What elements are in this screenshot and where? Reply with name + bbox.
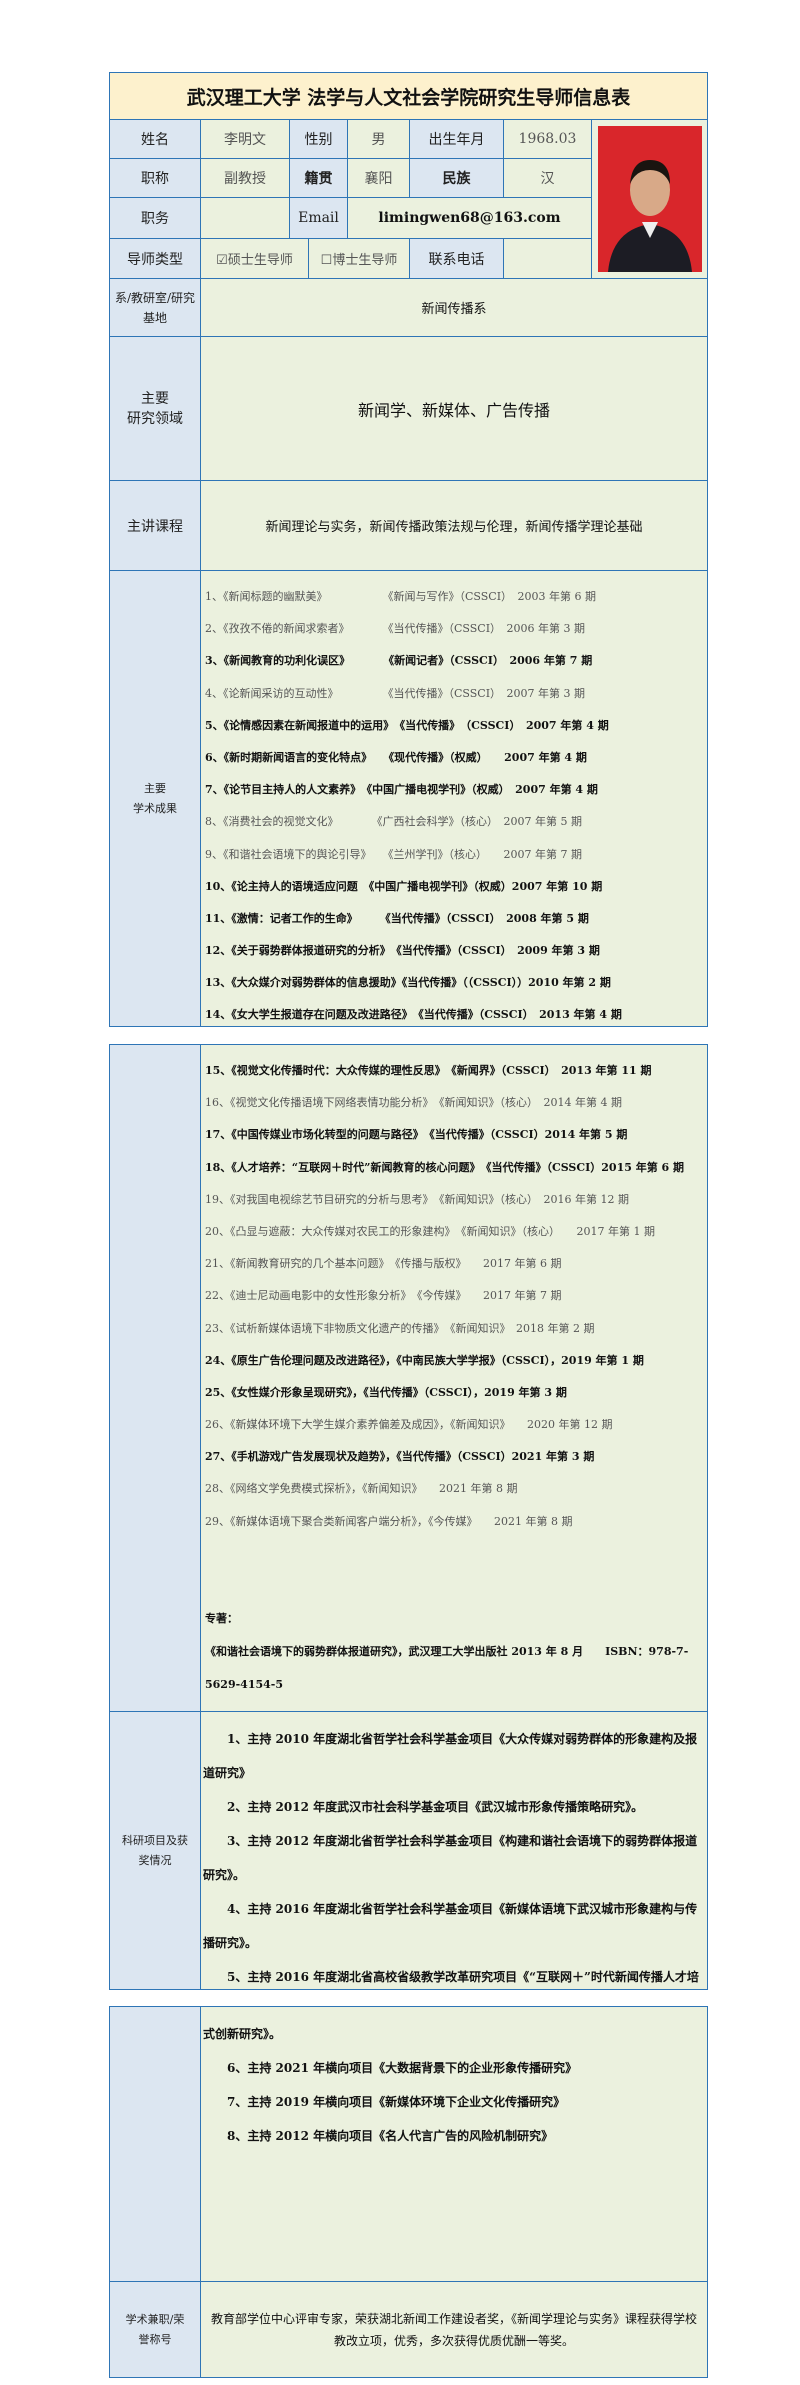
publication-item: 11、《激情：记者工作的生命》 《当代传播》（CSSCI） 2008 年第 5 … <box>205 911 589 925</box>
value: ☑硕士生导师 <box>200 238 309 279</box>
publication-item: 4、《论新闻采访的互动性》 《当代传播》（CSSCI） 2007 年第 3 期 <box>205 686 586 700</box>
label: 主要 学术成果 <box>109 570 201 1027</box>
value: 新闻传播系 <box>200 278 708 337</box>
project-item: 6、主持 2021 年横向项目《大数据背景下的企业形象传播研究》 <box>227 2061 578 2075</box>
value: 教育部学位中心评审专家，荣获湖北新闻工作建设者奖，《新闻学理论与实务》课程获得学… <box>200 2281 708 2378</box>
publication-item: 12、《关于弱势群体报道研究的分析》 《当代传播》（CSSCI） 2009 年第… <box>205 944 600 958</box>
publication-list: 15、《视觉文化传播时代：大众传媒的理性反思》 《新闻界》（CSSCI） 201… <box>200 1044 708 1712</box>
project-list: 式创新研究》。 6、主持 2021 年横向项目《大数据背景下的企业形象传播研究》… <box>200 2006 708 2282</box>
label-line: 学术成果 <box>133 801 177 815</box>
value: 副教授 <box>200 158 290 198</box>
label-line: 研究领域 <box>127 410 183 427</box>
monograph-label: 专著： <box>205 1611 238 1625</box>
label: 籍贯 <box>289 158 348 198</box>
label: 科研项目及获奖情况 <box>109 1711 201 1990</box>
label: 性别 <box>289 119 348 159</box>
publication-item: 23、《试析新媒体语境下非物质文化遗产的传播》 《新闻知识》 2018 年第 2… <box>205 1321 595 1335</box>
value: 汉 <box>503 158 592 198</box>
publication-item: 1、《新闻标题的幽默美》 《新闻与写作》（CSSCI） 2003 年第 6 期 <box>205 590 597 603</box>
publication-item: 25、《女性媒介形象呈现研究》，《当代传播》（CSSCI），2019 年第 3 … <box>205 1385 567 1399</box>
project-list: 1、主持 2010 年度湖北省哲学社会科学基金项目《大众传媒对弱势群体的形象建构… <box>200 1711 708 1990</box>
label: Email <box>289 197 348 239</box>
value: 新闻理论与实务，新闻传播政策法规与伦理，新闻传播学理论基础 <box>200 480 708 571</box>
empty-cell <box>503 238 592 279</box>
publication-item: 19、《对我国电视综艺节目研究的分析与思考》 《新闻知识》（核心） 2016 年… <box>205 1192 629 1206</box>
project-item: 8、主持 2012 年横向项目《名人代言广告的风险机制研究》 <box>227 2129 554 2143</box>
project-item: 式创新研究》。 <box>203 2027 282 2041</box>
publication-item: 13、《大众媒介对弱势群体的信息援助》《当代传播》（（CSSCI））2010 年… <box>205 976 611 990</box>
label: 民族 <box>409 158 504 198</box>
publication-item: 26、《新媒体环境下大学生媒介素养偏差及成因》，《新闻知识》 2020 年第 1… <box>205 1418 613 1432</box>
project-item: 4、主持 2016 年度湖北省哲学社会科学基金项目《新媒体语境下武汉城市形象建构… <box>203 1902 698 1950</box>
value: 1968.03 <box>503 119 592 159</box>
label: 导师类型 <box>109 238 201 279</box>
label: 联系电话 <box>409 238 504 279</box>
photo-cell <box>591 119 708 279</box>
publication-item: 10、《论主持人的语境适应问题 《中国广播电视学刊》（权威）2007 年第 10… <box>205 879 603 893</box>
monograph: 《和谐社会语境下的弱势群体报道研究》，武汉理工大学出版社 2013 年 8 月 … <box>205 1644 689 1691</box>
label-line: 主要 <box>144 781 166 795</box>
publication-item: 16、《视觉文化传播语境下网络表情功能分析》 《新闻知识》（核心） 2014 年… <box>205 1096 622 1110</box>
publication-item: 5、《论情感因素在新闻报道中的运用》 《当代传播》 （CSSCI） 2007 年… <box>205 718 609 732</box>
project-item: 1、主持 2010 年度湖北省哲学社会科学基金项目《大众传媒对弱势群体的形象建构… <box>203 1732 698 1780</box>
publication-item: 28、《网络文学免费模式探析》，《新闻知识》 2021 年第 8 期 <box>205 1482 518 1496</box>
label: 职称 <box>109 158 201 198</box>
project-item: 5、主持 2016 年度湖北省高校省级教学改革研究项目《“互联网＋”时代新闻传播… <box>227 1970 699 1984</box>
value: 襄阳 <box>347 158 410 198</box>
publication-item: 17、《中国传媒业市场化转型的问题与路径》 《当代传播》（CSSCI）2014 … <box>205 1128 628 1142</box>
label: 主讲课程 <box>109 480 201 571</box>
publication-item: 2、《孜孜不倦的新闻求索者》 《当代传播》（CSSCI） 2006 年第 3 期 <box>205 622 586 636</box>
value: 李明文 <box>200 119 290 159</box>
title: 武汉理工大学 法学与人文社会学院研究生导师信息表 <box>109 72 708 120</box>
publication-item: 29、《新媒体语境下聚合类新闻客户端分析》，《今传媒》 2021 年第 8 期 <box>205 1514 573 1528</box>
value: 男 <box>347 119 410 159</box>
publication-item: 22、《迪士尼动画电影中的女性形象分析》 《今传媒》 2017 年第 7 期 <box>205 1289 562 1303</box>
project-item: 2、主持 2012 年度武汉市社会科学基金项目《武汉城市形象传播策略研究》。 <box>227 1800 644 1814</box>
publication-item: 9、《和谐社会语境下的舆论引导》 《兰州学刊》（核心） 2007 年第 7 期 <box>205 847 582 861</box>
value: 新闻学、新媒体、广告传播 <box>200 336 708 481</box>
empty-cell <box>200 197 290 239</box>
publication-item: 14、《女大学生报道存在问题及改进路径》 《当代传播》（CSSCI） 2013 … <box>205 1008 622 1022</box>
label: 系/教研室/研究基地 <box>109 278 201 337</box>
publication-item: 18、《人才培养：“互联网＋时代”新闻教育的核心问题》 《当代传播》（CSSCI… <box>205 1160 685 1174</box>
photo <box>597 126 702 272</box>
publication-item: 27、《手机游戏广告发展现状及趋势》，《当代传播》（CSSCI）2021 年第 … <box>205 1450 595 1464</box>
label-cell <box>109 1044 201 1712</box>
label: 学术兼职/荣誉称号 <box>109 2281 201 2378</box>
publication-item: 15、《视觉文化传播时代：大众传媒的理性反思》 《新闻界》（CSSCI） 201… <box>205 1064 652 1077</box>
label: 姓名 <box>109 119 201 159</box>
project-item: 3、主持 2012 年度湖北省哲学社会科学基金项目《构建和谐社会语境下的弱势群体… <box>203 1834 698 1882</box>
publication-item: 6、《新时期新闻语言的变化特点》 《现代传播》（权威） 2007 年第 4 期 <box>205 750 587 764</box>
publication-item: 7、《论节目主持人的人文素养》 《中国广播电视学刊》（权威） 2007 年第 4… <box>205 783 598 797</box>
publication-item: 24、《原生广告伦理问题及改进路径》，《中南民族大学学报》（CSSCI），201… <box>205 1353 644 1367</box>
publication-item: 20、《凸显与遮蔽：大众传媒对农民工的形象建构》 《新闻知识》（核心） 2017… <box>205 1224 655 1238</box>
project-item: 7、主持 2019 年横向项目《新媒体环境下企业文化传播研究》 <box>227 2095 566 2109</box>
publication-list: 1、《新闻标题的幽默美》 《新闻与写作》（CSSCI） 2003 年第 6 期 2… <box>200 570 708 1027</box>
label-cell <box>109 2006 201 2282</box>
label-line: 主要 <box>141 390 169 407</box>
publication-item: 21、《新闻教育研究的几个基本问题》 《传播与版权》 2017 年第 6 期 <box>205 1257 562 1271</box>
value: ☐博士生导师 <box>308 238 410 279</box>
label: 出生年月 <box>409 119 504 159</box>
label: 职务 <box>109 197 201 239</box>
publication-item: 3、《新闻教育的功利化误区》 《新闻记者》（CSSCI） 2006 年第 7 期 <box>205 654 593 668</box>
value: limingwen68@163.com <box>347 197 592 239</box>
publication-item: 8、《消费社会的视觉文化》 《广西社会科学》（核心） 2007 年第 5 期 <box>205 815 582 829</box>
label: 主要 研究领域 <box>109 336 201 481</box>
